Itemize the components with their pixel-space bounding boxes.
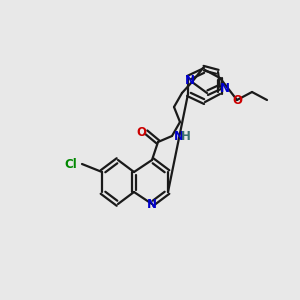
Text: N: N	[220, 82, 230, 94]
Text: N: N	[147, 197, 157, 211]
Text: N: N	[185, 74, 195, 88]
Text: O: O	[136, 125, 146, 139]
Text: H: H	[181, 130, 191, 143]
Text: N: N	[174, 130, 184, 143]
Text: Cl: Cl	[64, 158, 77, 170]
Text: O: O	[232, 94, 242, 107]
